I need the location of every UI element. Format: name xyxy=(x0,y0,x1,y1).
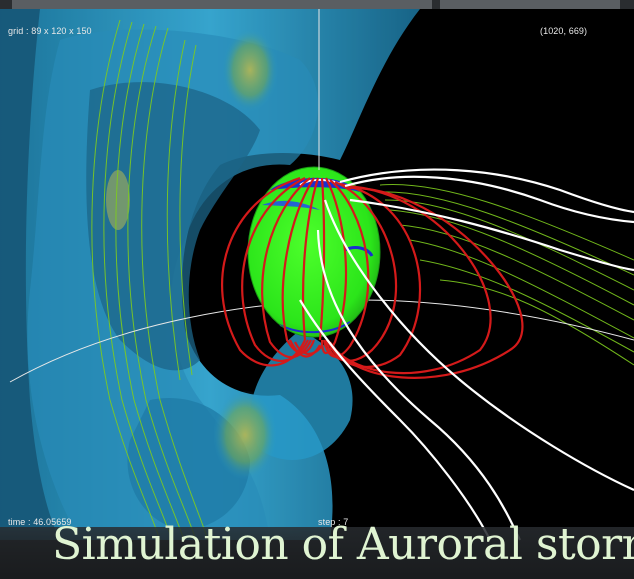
title-bar-segment xyxy=(12,0,432,9)
closed-field-lines xyxy=(220,176,524,379)
title-bar xyxy=(0,0,634,9)
time-label: time : 46.05659 xyxy=(8,517,72,527)
step-label: step : 7 xyxy=(318,517,349,527)
plasma-volume xyxy=(0,9,634,540)
contour-lines xyxy=(91,19,634,541)
grid-size-label: grid : 89 x 120 x 150 xyxy=(8,26,92,36)
caption-title: Simulation of Auroral storm xyxy=(52,519,634,570)
open-field-lines xyxy=(299,168,634,541)
title-bar-segment xyxy=(440,0,620,9)
caption-band xyxy=(0,527,634,579)
cursor-coordinate-readout: (1020, 669) xyxy=(540,26,588,36)
